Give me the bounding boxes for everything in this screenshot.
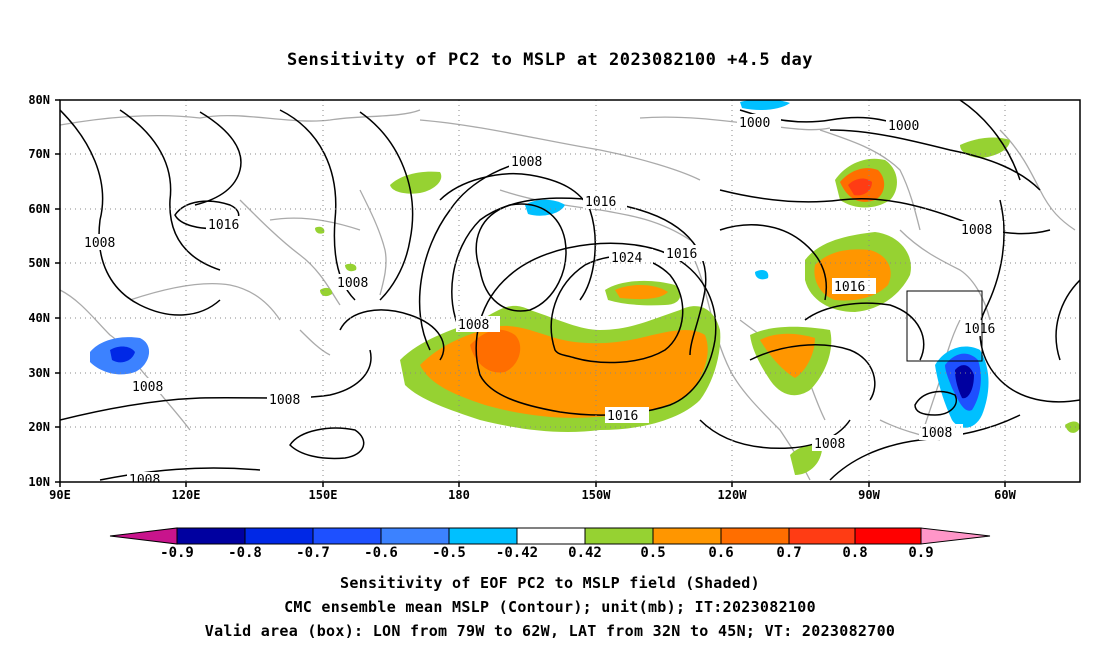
lon-label: 120E bbox=[171, 488, 201, 502]
isobar-contours bbox=[60, 100, 1080, 481]
isobar-label: 1008 bbox=[269, 393, 300, 408]
colorbar-segment bbox=[380, 527, 450, 545]
lat-label: 50N bbox=[28, 256, 50, 270]
isobar-label: 1008 bbox=[132, 380, 163, 395]
isobar-label: 1016 bbox=[666, 247, 697, 262]
lat-label: 30N bbox=[28, 366, 50, 380]
lon-label: 60W bbox=[994, 488, 1016, 502]
lon-label: 120W bbox=[717, 488, 747, 502]
gridlines bbox=[60, 100, 1080, 482]
colorbar-label: 0.7 bbox=[776, 545, 802, 561]
lon-label: 150W bbox=[581, 488, 611, 502]
isobar-label: 1000 bbox=[888, 119, 919, 134]
siberia-green-1 bbox=[390, 171, 442, 194]
colorbar-label: -0.8 bbox=[228, 545, 262, 561]
isobar-label: 1016 bbox=[208, 218, 239, 233]
china-blue-core bbox=[110, 346, 135, 363]
caption-valid-area: Valid area (box): LON from 79W to 62W, L… bbox=[204, 622, 896, 640]
isobar-label: 1008 bbox=[961, 223, 992, 238]
atlantic-green bbox=[1065, 421, 1080, 433]
colorbar-label: 0.9 bbox=[908, 545, 934, 561]
arctic-blue bbox=[740, 100, 790, 111]
lat-label: 60N bbox=[28, 202, 50, 216]
isobar-label: 1024 bbox=[611, 251, 642, 266]
lon-label: 150E bbox=[308, 488, 338, 502]
east-pacific-green bbox=[790, 445, 822, 475]
lon-label: 180 bbox=[448, 488, 470, 502]
isobar-label: 1016 bbox=[607, 409, 638, 424]
lat-label: 70N bbox=[28, 147, 50, 161]
colorbar-high-extend bbox=[920, 527, 991, 545]
valid-area-box bbox=[906, 290, 983, 362]
caption-shaded: Sensitivity of EOF PC2 to MSLP field (Sh… bbox=[340, 574, 760, 592]
colorbar-label: 0.42 bbox=[568, 545, 602, 561]
chart-title: Sensitivity of PC2 to MSLP at 2023082100… bbox=[286, 50, 813, 70]
lat-label: 10N bbox=[28, 475, 50, 489]
isobar-label: 1008 bbox=[129, 473, 160, 488]
isobar-labels: 1000 1000 1008 1016 1008 1016 1008 1024 … bbox=[82, 114, 1006, 488]
lat-label: 40N bbox=[28, 311, 50, 325]
colorbar-segment bbox=[720, 527, 790, 545]
isobar-label: 1008 bbox=[511, 155, 542, 170]
axis-ticks bbox=[55, 99, 1006, 487]
negative-sensitivity-shading bbox=[90, 100, 989, 428]
colorbar-segment bbox=[516, 527, 586, 545]
pacific-darkorange-core bbox=[470, 329, 521, 373]
hudson-red bbox=[848, 178, 872, 196]
colorbar-segment bbox=[584, 527, 654, 545]
atlantic-blue-core bbox=[955, 365, 974, 399]
colorbar-label: -0.7 bbox=[296, 545, 330, 561]
colorbar bbox=[109, 527, 991, 545]
colorbar-segment bbox=[788, 527, 856, 545]
caption-contour: CMC ensemble mean MSLP (Contour); unit(m… bbox=[284, 598, 816, 616]
isobar-label: 1016 bbox=[585, 195, 616, 210]
lon-label: 90W bbox=[858, 488, 880, 502]
colorbar-segment bbox=[854, 527, 922, 545]
lat-label: 20N bbox=[28, 420, 50, 434]
isobar-label: 1000 bbox=[739, 116, 770, 131]
colorbar-low-extend bbox=[109, 527, 178, 545]
colorbar-label: 0.6 bbox=[708, 545, 734, 561]
isobar-label: 1008 bbox=[337, 276, 368, 291]
colorbar-label: 0.5 bbox=[640, 545, 666, 561]
isobar-label: 1008 bbox=[921, 426, 952, 441]
isobar-label: 1008 bbox=[84, 236, 115, 251]
isobar-label: 1008 bbox=[458, 318, 489, 333]
colorbar-label: -0.42 bbox=[495, 545, 539, 561]
map-frame bbox=[59, 99, 1081, 483]
colorbar-label: 0.8 bbox=[842, 545, 868, 561]
colorbar-segment bbox=[448, 527, 518, 545]
colorbar-segment bbox=[652, 527, 722, 545]
lat-label: 80N bbox=[28, 93, 50, 107]
colorbar-label: -0.6 bbox=[364, 545, 398, 561]
colorbar-segment bbox=[176, 527, 246, 545]
colorbar-label: -0.5 bbox=[432, 545, 466, 561]
isobar-label: 1008 bbox=[814, 437, 845, 452]
colorbar-label: -0.9 bbox=[160, 545, 194, 561]
bering-blue bbox=[525, 199, 565, 216]
colorbar-segment bbox=[244, 527, 314, 545]
colorbar-segment bbox=[312, 527, 382, 545]
isobar-label: 1016 bbox=[834, 280, 865, 295]
greenland-green bbox=[960, 137, 1010, 158]
gulf-alaska-orange bbox=[615, 284, 668, 300]
isobar-label: 1016 bbox=[964, 322, 995, 337]
lon-label: 90E bbox=[49, 488, 71, 502]
